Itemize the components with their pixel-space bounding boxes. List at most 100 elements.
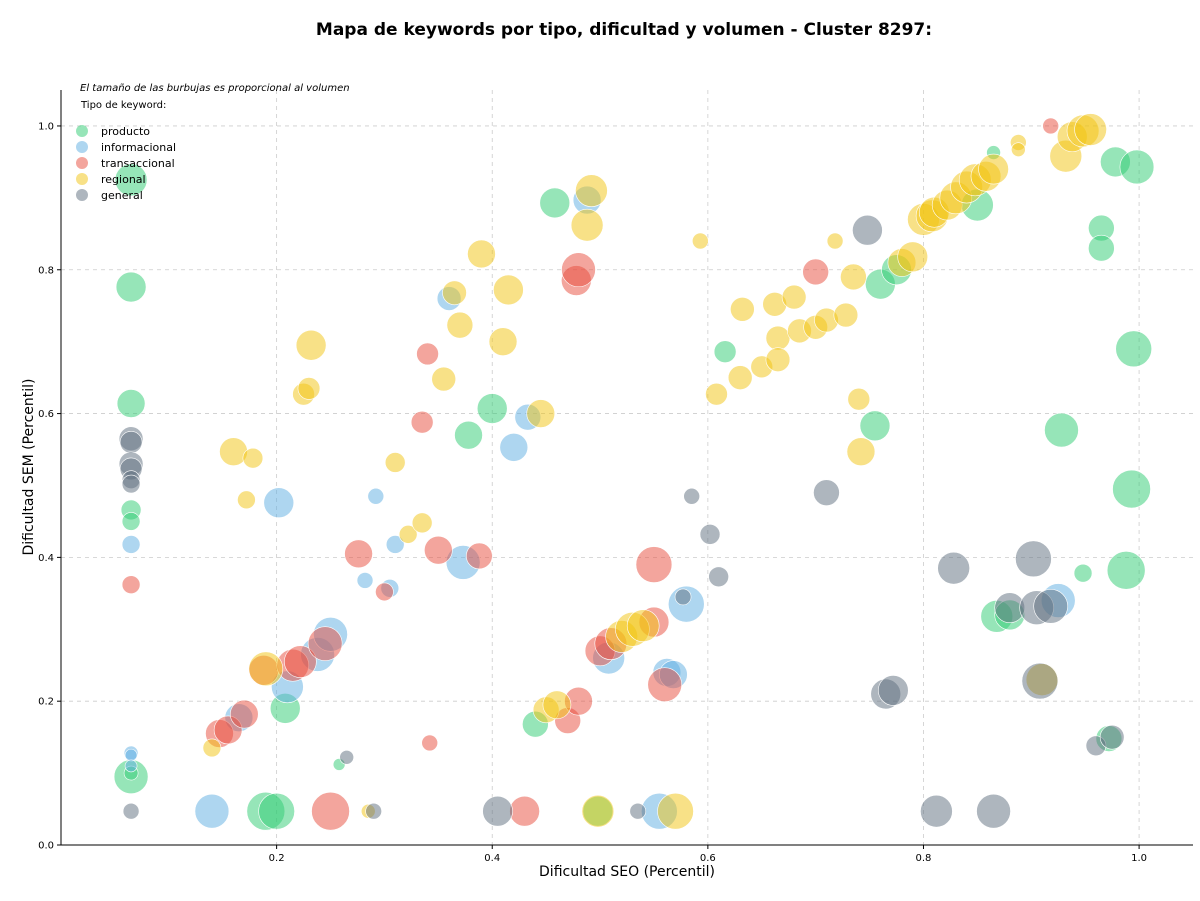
- x-tick-label: 0.4: [484, 853, 500, 864]
- x-ticks: 0.2 0.4 0.6 0.8 1.0: [269, 845, 1147, 864]
- legend-title: Tipo de keyword:: [80, 100, 166, 111]
- bubble-informacional: [367, 487, 385, 505]
- bubble-transaccional: [344, 539, 373, 569]
- bubble-producto: [1088, 234, 1115, 262]
- bubble-general: [365, 802, 382, 820]
- y-tick-label: 0.2: [38, 697, 54, 708]
- bubble-producto: [114, 163, 148, 197]
- bubble-layer: [113, 113, 1155, 831]
- bubble-producto: [121, 512, 141, 531]
- bubble-general: [920, 794, 953, 828]
- bubble-regional: [727, 365, 753, 390]
- bubble-informacional: [124, 759, 138, 773]
- bubble-transaccional: [1042, 117, 1059, 135]
- bubble-general: [674, 588, 692, 606]
- bubble-transaccional: [509, 795, 540, 827]
- bubble-general: [1021, 662, 1059, 700]
- y-tick-label: 0.6: [38, 409, 54, 420]
- x-axis-label: Dificultad SEO (Percentil): [539, 864, 715, 880]
- bubble-regional: [237, 490, 256, 510]
- axes-layer: [60, 90, 1193, 846]
- bubble-informacional: [124, 748, 138, 762]
- bubble-general: [976, 793, 1011, 829]
- chart-title: Mapa de keywords por tipo, dificultad y …: [315, 20, 933, 40]
- x-tick-label: 1.0: [1131, 853, 1147, 864]
- bubble-transaccional: [307, 626, 343, 661]
- bubble-regional: [847, 387, 871, 411]
- x-tick-label: 0.8: [916, 853, 932, 864]
- bubble-regional: [1011, 142, 1026, 157]
- bubble-regional: [295, 329, 327, 361]
- bubble-informacional: [356, 572, 374, 589]
- bubble-producto: [859, 410, 891, 442]
- bubble-informacional: [385, 535, 405, 554]
- bubble-regional: [446, 311, 474, 339]
- bubble-general: [119, 431, 143, 454]
- legend-marker-general: [76, 189, 88, 201]
- bubble-regional: [833, 302, 859, 328]
- legend-label-regional: regional: [101, 173, 146, 186]
- bubble-informacional: [194, 793, 230, 829]
- legend-marker-regional: [76, 173, 88, 185]
- bubble-general: [1033, 588, 1068, 624]
- bubble-producto: [116, 389, 146, 418]
- bubble-regional: [826, 232, 844, 250]
- bubble-transaccional: [229, 699, 259, 729]
- bubble-regional: [765, 347, 791, 372]
- x-tick-label: 0.2: [269, 853, 285, 864]
- bubble-general: [708, 566, 729, 588]
- bubble-regional: [692, 232, 709, 250]
- bubble-general: [877, 675, 909, 706]
- bubble-regional: [493, 274, 524, 306]
- bubble-regional: [705, 382, 728, 406]
- bubble-regional: [897, 241, 928, 273]
- y-tick-label: 0.0: [38, 841, 54, 852]
- bubble-regional: [297, 377, 321, 400]
- bubble-general: [121, 474, 141, 494]
- bubble-regional: [581, 794, 615, 828]
- bubble-regional: [431, 366, 457, 392]
- bubble-regional: [384, 452, 406, 473]
- bubble-informacional: [499, 433, 529, 462]
- bubble-general: [1015, 540, 1052, 578]
- bubble-informacional: [263, 487, 295, 519]
- y-ticks: 0.0 0.2 0.4 0.6 0.8 1.0: [38, 121, 61, 852]
- bubble-producto: [1106, 551, 1146, 590]
- bubble-transaccional: [635, 546, 673, 583]
- y-axis-label: Dificultad SEM (Percentil): [21, 379, 37, 556]
- bubble-transaccional: [802, 258, 829, 286]
- bubble-producto: [713, 340, 737, 364]
- y-tick-label: 0.8: [38, 265, 54, 276]
- legend-marker-producto: [76, 125, 88, 137]
- bubble-producto: [115, 271, 147, 303]
- bubble-producto: [1115, 330, 1153, 368]
- bubble-transaccional: [416, 342, 439, 366]
- bubble-general: [683, 487, 700, 505]
- bubble-regional: [765, 325, 791, 351]
- bubble-general: [629, 802, 647, 820]
- bubble-transaccional: [466, 542, 493, 570]
- bubble-regional: [781, 284, 807, 310]
- bubble-general: [339, 749, 354, 765]
- bubble-informacional: [121, 535, 141, 554]
- y-tick-label: 1.0: [38, 121, 54, 132]
- bubble-producto: [258, 792, 295, 830]
- bubble-transaccional: [121, 575, 141, 595]
- bubble-producto: [1044, 412, 1079, 448]
- bubble-regional: [542, 690, 572, 720]
- bubble-producto: [1073, 563, 1093, 583]
- bubble-regional: [1074, 113, 1107, 146]
- bubble-regional: [846, 437, 876, 466]
- bubble-general: [122, 802, 140, 820]
- bubble-general: [813, 479, 840, 506]
- bubble-transaccional: [647, 667, 683, 702]
- bubble-regional: [398, 525, 418, 544]
- bubble-regional: [840, 263, 867, 291]
- bubble-general: [482, 795, 513, 827]
- bubble-transaccional: [375, 582, 394, 602]
- bubble-regional: [467, 239, 496, 269]
- bubble-regional: [570, 208, 604, 242]
- grid-layer: [61, 90, 1193, 846]
- bubble-general: [852, 214, 883, 246]
